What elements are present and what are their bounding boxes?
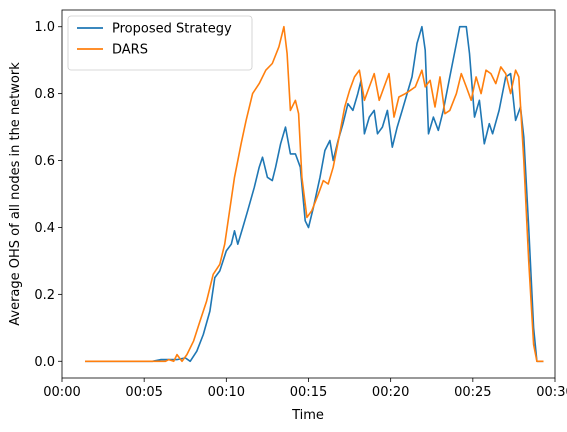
y-tick-label: 0.2 <box>34 288 55 303</box>
y-tick-label: 1.0 <box>34 20 55 35</box>
y-axis-label: Average OHS of all nodes in the network <box>8 62 23 326</box>
x-axis: 00:00 00:05 00:10 00:15 00:20 00:25 00:30 <box>43 378 567 400</box>
series-line-2 <box>85 27 544 362</box>
legend: Proposed Strategy DARS <box>68 16 252 70</box>
x-axis-label: Time <box>291 408 324 423</box>
y-tick-label: 0.0 <box>34 355 55 370</box>
x-tick-label: 00:10 <box>208 385 245 400</box>
x-tick-label: 00:05 <box>125 385 162 400</box>
x-tick-label: 00:25 <box>454 385 491 400</box>
y-tick-label: 0.6 <box>34 154 55 169</box>
legend-label: Proposed Strategy <box>112 22 232 37</box>
y-tick-label: 0.4 <box>34 221 55 236</box>
x-tick-label: 00:20 <box>372 385 409 400</box>
series-layer <box>85 27 544 362</box>
y-axis: 0.0 0.2 0.4 0.6 0.8 1.0 <box>34 20 62 370</box>
series-line-1 <box>85 27 544 362</box>
x-tick-label: 00:00 <box>43 385 80 400</box>
legend-label: DARS <box>112 43 148 58</box>
x-tick-label: 00:30 <box>536 385 567 400</box>
y-tick-label: 0.8 <box>34 87 55 102</box>
x-tick-label: 00:15 <box>290 385 327 400</box>
